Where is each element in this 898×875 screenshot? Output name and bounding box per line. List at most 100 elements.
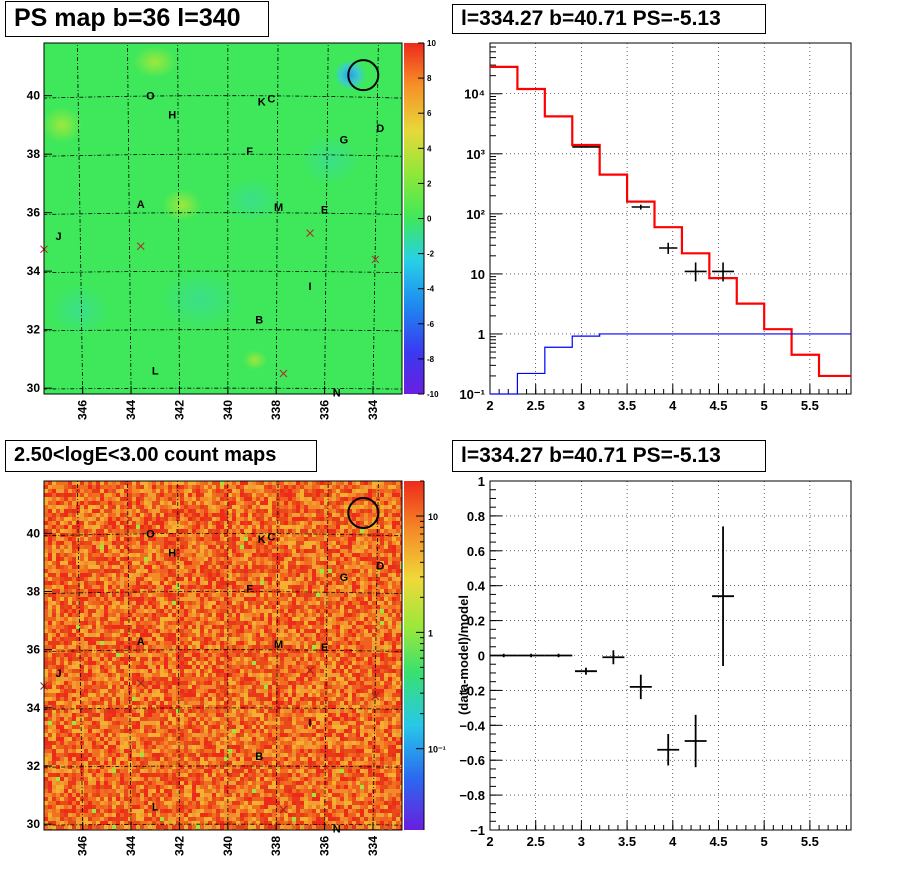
y-tick-label: 1 <box>478 474 485 489</box>
source-label-g: G <box>340 572 349 584</box>
x-tick-label: 336 <box>318 400 332 420</box>
grid-meridian <box>324 481 329 830</box>
y-tick-label: 10⁴ <box>464 87 485 102</box>
source-cross <box>306 666 314 674</box>
residual-y-axis-label: (data-model)/model <box>456 595 471 715</box>
x-tick-label: 4.5 <box>709 834 727 849</box>
y-tick-label: 30 <box>27 817 41 831</box>
grid-parallel <box>44 591 402 595</box>
grid-parallel <box>44 533 402 537</box>
source-cross <box>136 242 145 251</box>
count-map-pixels <box>44 481 402 830</box>
y-tick-label: 32 <box>27 323 41 337</box>
grid-meridian <box>372 481 379 830</box>
source-label-c: C <box>267 94 275 106</box>
x-tick-label: 5.5 <box>801 834 819 849</box>
source-cross <box>306 229 314 237</box>
x-tick-label: 342 <box>172 400 186 420</box>
x-tick-label: 5.5 <box>801 398 819 413</box>
y-tick-label: 0.6 <box>467 544 485 559</box>
grid-parallel <box>44 212 402 215</box>
x-tick-label: 334 <box>366 400 380 420</box>
x-tick-label: 334 <box>366 836 380 856</box>
x-tick-label: 3.5 <box>618 398 636 413</box>
x-tick-label: 344 <box>124 836 138 856</box>
x-tick-label: 338 <box>269 836 283 856</box>
x-tick-label: 340 <box>221 400 235 420</box>
count-map-coordinate-grid <box>44 481 402 830</box>
colorbar-tick-label: 0 <box>427 215 432 224</box>
y-tick-label: −0.4 <box>459 718 485 733</box>
y-tick-label: 40 <box>27 89 41 103</box>
y-tick-label: −0.6 <box>459 753 485 768</box>
colorbar-tick-label: -4 <box>427 285 435 294</box>
x-tick-label: 346 <box>76 836 90 856</box>
count-map-colorbar <box>404 481 424 830</box>
source-label-m: M <box>274 202 283 214</box>
y-tick-label: 0.2 <box>467 614 485 629</box>
source-label-e: E <box>321 205 328 217</box>
source-label-h: H <box>168 547 176 559</box>
source-label-c: C <box>267 531 275 543</box>
y-tick-label: 30 <box>27 381 41 395</box>
grid-parallel <box>44 823 402 826</box>
source-cross <box>371 255 380 264</box>
x-tick-label: 2.5 <box>527 398 545 413</box>
colorbar-tick-label: 10 <box>427 39 436 48</box>
spectrum-panel: 2 2.5 3 3.5 4 4.5 5 5.5 10⁻¹ 1 10 10² 10³ 10⁴ <box>459 42 852 413</box>
colorbar-tick-label: 6 <box>427 109 432 118</box>
source-cross <box>279 805 288 814</box>
y-tick-label: −0.2 <box>459 683 485 698</box>
y-tick-label: 38 <box>27 585 41 599</box>
y-tick-label: 38 <box>27 147 41 161</box>
source-label-e: E <box>321 642 328 654</box>
source-label-i: I <box>309 717 312 729</box>
colorbar-tick-label: -2 <box>427 250 435 259</box>
y-tick-label: 10² <box>466 207 485 222</box>
source-label-o: O <box>146 528 155 540</box>
y-tick-label: 1 <box>478 327 485 342</box>
colorbar-tick-label: 10 <box>428 512 438 522</box>
spectrum-data <box>490 65 851 395</box>
source-label-g: G <box>340 135 349 147</box>
source-label-b: B <box>255 751 263 763</box>
y-tick-label: −1 <box>470 823 485 838</box>
y-tick-label: 10 <box>471 267 485 282</box>
ps-map-background <box>44 43 402 394</box>
colorbar-tick-label: 8 <box>427 74 432 83</box>
x-tick-label: 3.5 <box>618 834 636 849</box>
x-tick-label: 3 <box>578 834 585 849</box>
source-cross <box>371 692 380 701</box>
y-tick-label: 10³ <box>466 147 485 162</box>
y-tick-label: 0.8 <box>467 509 485 524</box>
y-tick-label: 34 <box>27 264 41 278</box>
model-step-line <box>490 65 851 378</box>
colorbar-tick-label: 1 <box>428 628 433 638</box>
source-label-l: L <box>152 802 159 814</box>
y-tick-label: 36 <box>27 206 41 220</box>
grid-parallel <box>44 95 402 99</box>
y-tick-label: 10⁻¹ <box>459 387 485 402</box>
y-tick-label: 34 <box>27 701 41 715</box>
count-map-axes: 346 344 342 340 338 336 334 40 38 36 34 32 30 <box>27 526 380 856</box>
grid-parallel <box>44 765 402 768</box>
residual-data <box>490 526 735 768</box>
source-label-l: L <box>152 366 159 378</box>
x-tick-label: 2.5 <box>527 834 545 849</box>
source-cross <box>136 679 145 687</box>
residual-title: l=334.27 b=40.71 PS=-5.13 <box>452 440 766 472</box>
residual-panel: 2 2.5 3 3.5 4 4.5 5 5.5 −1 −0.8 −0.6 −0.4 −0.2 0 0.2 0.… <box>456 474 852 849</box>
colorbar-tick-label: -10 <box>427 390 439 399</box>
x-tick-label: 4 <box>669 398 677 413</box>
x-tick-label: 5 <box>761 834 768 849</box>
grid-parallel <box>44 270 402 274</box>
selected-source-circle <box>347 59 380 92</box>
grid-parallel <box>44 707 402 710</box>
y-tick-label: 0.4 <box>467 579 486 594</box>
x-tick-label: 346 <box>76 400 90 420</box>
source-label-m: M <box>274 639 283 651</box>
source-label-b: B <box>255 314 263 326</box>
